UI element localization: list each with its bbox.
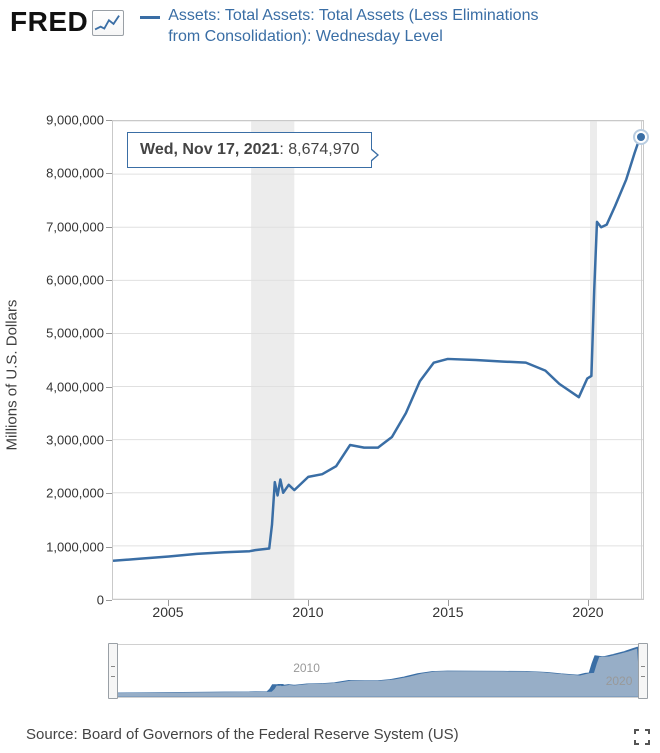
xtick-label: 2015: [432, 604, 463, 620]
ytick-label: 6,000,000: [24, 273, 104, 288]
fred-logo-icon: [92, 10, 124, 36]
ytick-label: 9,000,000: [24, 113, 104, 128]
minimap-label: 2010: [293, 661, 320, 675]
fred-logo-text: FRED: [10, 6, 88, 38]
ytick-label: 1,000,000: [24, 539, 104, 554]
ytick-label: 4,000,000: [24, 379, 104, 394]
ytick-label: 3,000,000: [24, 433, 104, 448]
xtick-label: 2005: [152, 604, 183, 620]
tooltip-value: 8,674,970: [288, 141, 359, 158]
hover-line: [641, 121, 642, 599]
xtick-label: 2010: [292, 604, 323, 620]
ytick-label: 0: [24, 593, 104, 608]
minimap-label: 2020: [606, 674, 633, 688]
legend: Assets: Total Assets: Total Assets (Less…: [140, 6, 560, 48]
xtick-label: 2020: [572, 604, 603, 620]
legend-label: Assets: Total Assets: Total Assets (Less…: [168, 6, 560, 48]
source-text: Source: Board of Governors of the Federa…: [26, 726, 459, 743]
expand-icon[interactable]: [634, 729, 650, 745]
ytick-label: 2,000,000: [24, 486, 104, 501]
hover-point: [633, 129, 649, 145]
chart-area[interactable]: Millions of U.S. Dollars 01,000,0002,000…: [32, 120, 644, 630]
ytick-label: 5,000,000: [24, 326, 104, 341]
minimap-handle-left[interactable]: [108, 643, 118, 699]
ytick-label: 8,000,000: [24, 166, 104, 181]
minimap[interactable]: 2010 2020: [112, 644, 644, 698]
legend-swatch: [140, 16, 160, 19]
ytick-label: 7,000,000: [24, 219, 104, 234]
minimap-handle-right[interactable]: [638, 643, 648, 699]
plot-area[interactable]: [112, 120, 644, 600]
tooltip-date: Wed, Nov 17, 2021: [140, 141, 279, 158]
tooltip: Wed, Nov 17, 2021: 8,674,970: [127, 132, 372, 168]
yaxis-label: Millions of U.S. Dollars: [4, 300, 21, 451]
